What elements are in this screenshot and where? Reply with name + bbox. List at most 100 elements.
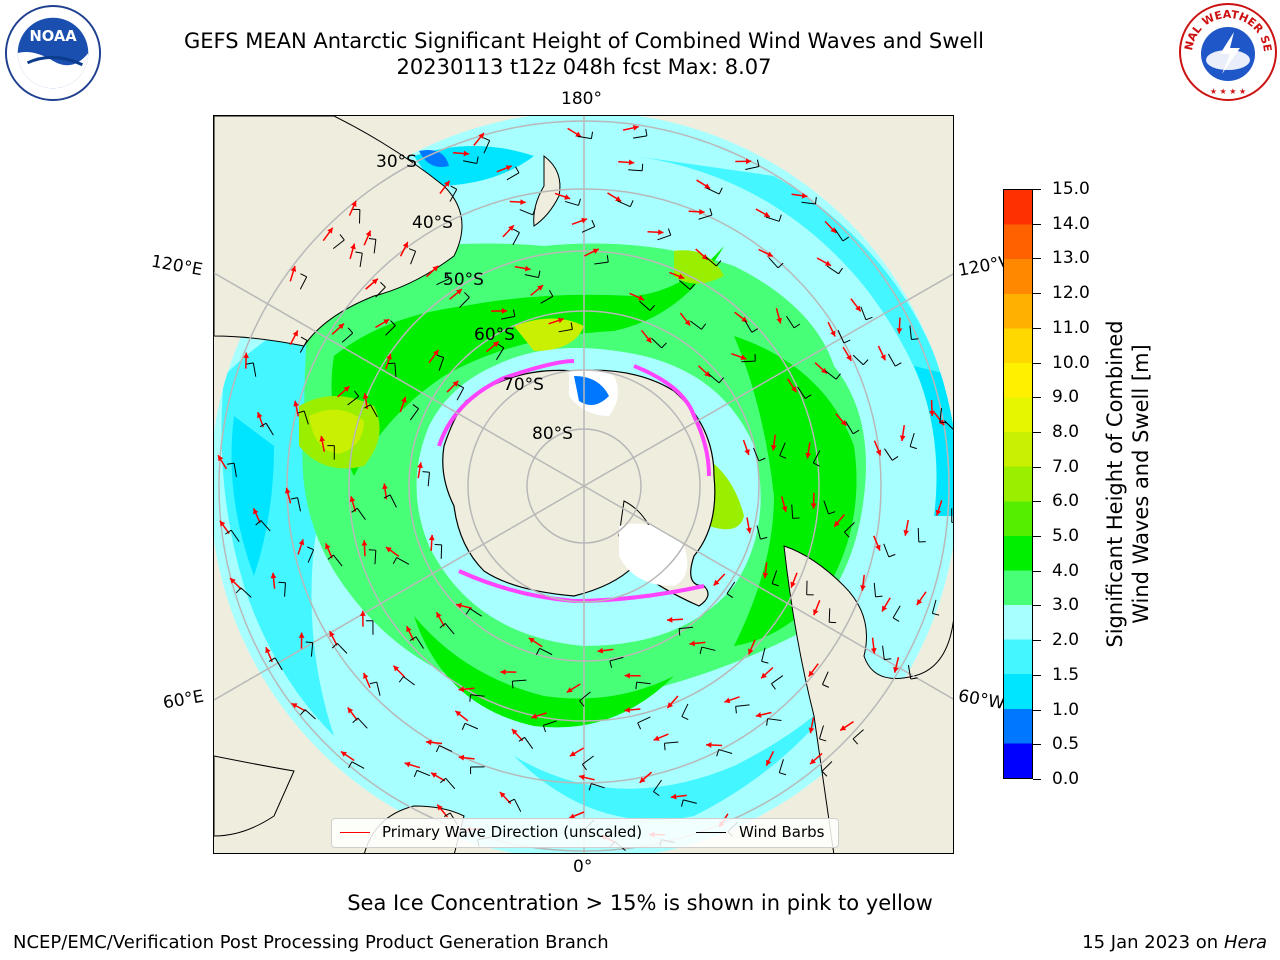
wind-barb-shaft [637, 716, 651, 724]
wind-barb-feather [368, 238, 376, 240]
wind-barb-feather [259, 422, 267, 428]
wave-direction-arrowhead [615, 196, 622, 202]
wind-barb-shaft [917, 527, 920, 542]
wave-direction-arrowhead [689, 640, 695, 647]
wind-barb-feather [469, 694, 472, 702]
wind-barb-shaft [698, 214, 713, 220]
wind-barb-shaft [336, 642, 348, 654]
wave-direction-arrowhead [791, 386, 797, 393]
wave-direction-arrowhead [478, 132, 484, 139]
wave-direction-arrowhead [667, 702, 674, 709]
wave-direction-arrowhead [492, 341, 499, 348]
wind-barb-feather [351, 507, 358, 513]
wind-barb-shaft [304, 709, 316, 720]
wind-barb-feather [862, 359, 869, 366]
wind-barb-feather [355, 251, 363, 254]
wave-direction-arrowhead [361, 540, 368, 546]
wave-direction-arrowhead [724, 697, 731, 704]
wind-barb-shaft [768, 257, 779, 269]
wind-barb-shaft [464, 722, 479, 730]
lon-label-0: 0° [573, 857, 593, 877]
colorbar-tick [1033, 189, 1041, 190]
lat-label-70s: 70°S [503, 375, 544, 395]
wind-barb-shaft [726, 581, 736, 594]
polar-map [213, 115, 954, 854]
wind-barb-feather [387, 362, 395, 365]
wave-direction-arrowhead [329, 631, 335, 638]
wind-barb-feather [681, 716, 689, 721]
legend-barb-line [696, 832, 726, 833]
wind-barb-shaft [483, 140, 491, 154]
wave-direction-arrowhead [808, 727, 815, 734]
wind-barb-shaft [657, 234, 671, 241]
lat-label-30s: 30°S [376, 152, 417, 172]
wind-barb-shaft [939, 408, 943, 423]
footer-date-text: 15 Jan 2023 on [1082, 932, 1224, 953]
footer-credit: NCEP/EMC/Verification Post Processing Pr… [13, 932, 609, 953]
wind-barb-shaft [385, 325, 396, 336]
wave-direction-arrowhead [218, 455, 224, 462]
wave-direction-arrowhead [362, 393, 369, 399]
wind-barb-shaft [852, 729, 864, 740]
wave-direction-arrowhead [830, 330, 836, 337]
wind-barb-feather [542, 725, 547, 733]
colorbar-tick-label: 1.5 [1052, 664, 1080, 685]
footer-host: Hera [1223, 932, 1267, 953]
wind-barb-shaft [882, 645, 885, 660]
wind-barb-shaft [812, 450, 821, 464]
colorbar-tick [1033, 397, 1041, 399]
wind-barb-shaft [582, 755, 594, 765]
wave-direction-arrowhead [830, 227, 837, 234]
wind-barb-shaft [540, 295, 554, 304]
wave-direction-arrowhead [219, 520, 226, 527]
wave-direction-arrowhead [810, 503, 817, 509]
wind-barb-shaft [683, 799, 697, 804]
wind-barb-feather [297, 410, 305, 414]
wind-barb-shaft [609, 656, 624, 662]
legend-wave-line [340, 832, 370, 833]
wind-barb-feather [843, 531, 850, 538]
wind-barb-shaft [823, 500, 829, 515]
wind-barb-shaft [307, 549, 315, 563]
wind-barb-feather [255, 520, 262, 526]
wind-barb-shaft [240, 587, 252, 598]
wave-direction-arrowhead [870, 648, 877, 654]
wind-barb-shaft [594, 261, 609, 265]
wind-barb-feather [939, 421, 947, 424]
wind-barb-feather [709, 208, 713, 216]
colorbar-tick-label: 6.0 [1052, 491, 1080, 512]
wind-barb-shaft [415, 636, 425, 649]
wave-direction-arrowhead [658, 229, 664, 236]
wind-barb-feather [327, 554, 334, 560]
wind-barb-feather [413, 770, 418, 778]
lat-label-80s: 80°S [532, 424, 573, 444]
wind-barb-feather [606, 255, 609, 263]
wave-direction-arrowhead [639, 777, 646, 783]
wind-barb-shaft [679, 626, 694, 630]
colorbar-tick [1033, 501, 1041, 503]
wind-barb-feather [751, 328, 759, 333]
wind-barb-shaft [834, 229, 844, 242]
wave-direction-arrowhead [880, 354, 886, 361]
wind-barb-shaft [341, 332, 354, 343]
wind-barb-feather [910, 677, 918, 680]
wave-direction-arrowhead [746, 527, 752, 534]
wind-barb-feather [305, 641, 313, 644]
wind-barb-shaft [439, 745, 453, 752]
wind-barb-feather [726, 593, 734, 598]
wind-barb-shaft [828, 608, 831, 623]
colorbar-tick-label: 12.0 [1052, 283, 1090, 304]
wind-barb-shaft [705, 256, 717, 267]
wind-barb-feather [579, 700, 585, 707]
wave-direction-arrowhead [776, 317, 782, 324]
chart-title: GEFS MEAN Antarctic Significant Height o… [183, 29, 985, 53]
wind-barb-shaft [907, 665, 912, 680]
wind-barb-feather [591, 219, 596, 227]
wind-barbs [225, 128, 953, 851]
wave-direction-arrowhead [500, 669, 506, 675]
wave-direction-arrowhead [428, 534, 435, 541]
wind-barb-shaft [767, 718, 782, 722]
colorbar-tick-label: 4.0 [1052, 560, 1080, 581]
wave-direction-arrowhead [537, 285, 544, 291]
wind-barb-feather [758, 457, 766, 462]
